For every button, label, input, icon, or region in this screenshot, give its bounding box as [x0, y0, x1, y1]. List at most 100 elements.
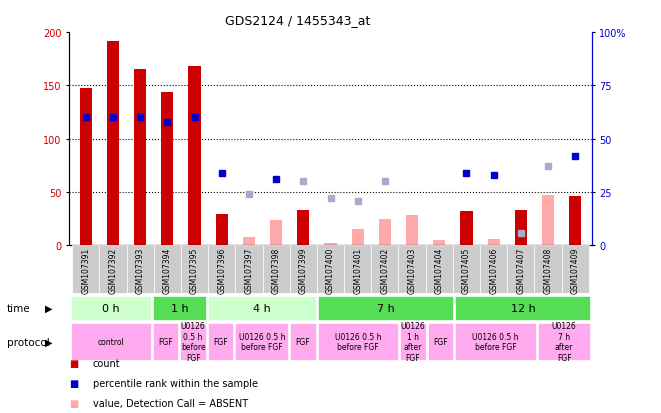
Text: 12 h: 12 h: [510, 303, 535, 313]
Bar: [72, 246, 99, 293]
Bar: [460, 212, 473, 246]
Text: 4 h: 4 h: [253, 303, 270, 313]
Text: GSM107397: GSM107397: [245, 247, 253, 293]
Bar: [542, 196, 554, 246]
Bar: [379, 219, 391, 246]
Text: ■: ■: [69, 398, 79, 408]
Bar: [208, 246, 235, 293]
Bar: [480, 246, 507, 293]
Text: U0126 0.5 h
before FGF: U0126 0.5 h before FGF: [472, 332, 519, 351]
Text: ■: ■: [69, 358, 79, 368]
Text: GSM107404: GSM107404: [435, 247, 444, 293]
Text: FGF: FGF: [433, 337, 447, 346]
Text: GSM107399: GSM107399: [299, 247, 308, 293]
Bar: [134, 70, 146, 246]
Text: GSM107409: GSM107409: [571, 247, 580, 293]
Bar: [406, 216, 418, 246]
Bar: [71, 324, 151, 360]
Text: ■: ■: [69, 378, 79, 388]
Bar: [208, 324, 233, 360]
Text: GSM107402: GSM107402: [380, 247, 389, 293]
Bar: [99, 246, 126, 293]
Bar: [153, 296, 206, 320]
Bar: [426, 246, 453, 293]
Text: GSM107398: GSM107398: [272, 247, 281, 293]
Text: GSM107395: GSM107395: [190, 247, 199, 293]
Bar: [297, 211, 309, 246]
Text: control: control: [97, 337, 124, 346]
Text: U0126 0.5 h
before FGF: U0126 0.5 h before FGF: [334, 332, 381, 351]
Bar: [325, 244, 336, 246]
Bar: [153, 324, 178, 360]
Text: GSM107392: GSM107392: [108, 247, 118, 293]
Bar: [535, 246, 562, 293]
Text: FGF: FGF: [158, 337, 173, 346]
Bar: [507, 246, 535, 293]
Bar: [161, 93, 173, 246]
Bar: [126, 246, 154, 293]
Bar: [352, 230, 364, 246]
Text: GSM107400: GSM107400: [326, 247, 335, 293]
Bar: [515, 211, 527, 246]
Bar: [488, 240, 500, 246]
Text: FGF: FGF: [214, 337, 228, 346]
Text: GSM107391: GSM107391: [81, 247, 90, 293]
Text: U0126
7 h
after
FGF: U0126 7 h after FGF: [552, 322, 576, 362]
Text: GSM107406: GSM107406: [489, 247, 498, 293]
Bar: [399, 246, 426, 293]
Text: U0126
1 h
after
FGF: U0126 1 h after FGF: [401, 322, 425, 362]
Bar: [107, 42, 119, 246]
Bar: [455, 324, 535, 360]
Bar: [317, 246, 344, 293]
Bar: [318, 296, 453, 320]
Text: GSM107403: GSM107403: [408, 247, 416, 293]
Text: count: count: [93, 358, 120, 368]
Text: 7 h: 7 h: [377, 303, 395, 313]
Bar: [401, 324, 426, 360]
Bar: [455, 296, 590, 320]
Bar: [235, 324, 288, 360]
Bar: [262, 246, 290, 293]
Bar: [208, 296, 316, 320]
Bar: [188, 67, 201, 246]
Text: GSM107401: GSM107401: [353, 247, 362, 293]
Bar: [215, 215, 228, 246]
Text: GSM107393: GSM107393: [136, 247, 145, 293]
Bar: [79, 88, 92, 246]
Text: value, Detection Call = ABSENT: value, Detection Call = ABSENT: [93, 398, 248, 408]
Text: ▶: ▶: [45, 303, 52, 313]
Bar: [371, 246, 399, 293]
Text: ▶: ▶: [45, 337, 52, 347]
Bar: [538, 324, 590, 360]
Text: 0 h: 0 h: [102, 303, 120, 313]
Bar: [569, 197, 582, 246]
Text: GSM107405: GSM107405: [462, 247, 471, 293]
Bar: [562, 246, 589, 293]
Bar: [154, 246, 181, 293]
Bar: [235, 246, 262, 293]
Text: protocol: protocol: [7, 337, 50, 347]
Bar: [344, 246, 371, 293]
Text: GSM107407: GSM107407: [516, 247, 525, 293]
Bar: [428, 324, 453, 360]
Text: U0126
0.5 h
before
FGF: U0126 0.5 h before FGF: [180, 322, 206, 362]
Bar: [453, 246, 480, 293]
Text: percentile rank within the sample: percentile rank within the sample: [93, 378, 258, 388]
Bar: [71, 296, 151, 320]
Bar: [180, 324, 206, 360]
Bar: [181, 246, 208, 293]
Bar: [318, 324, 398, 360]
Text: FGF: FGF: [295, 337, 310, 346]
Text: GSM107394: GSM107394: [163, 247, 172, 293]
Text: 1 h: 1 h: [171, 303, 188, 313]
Text: GSM107408: GSM107408: [543, 247, 553, 293]
Bar: [270, 220, 282, 246]
Text: GSM107396: GSM107396: [217, 247, 226, 293]
Text: time: time: [7, 303, 30, 313]
Bar: [433, 240, 446, 246]
Bar: [290, 324, 316, 360]
Bar: [290, 246, 317, 293]
Text: GDS2124 / 1455343_at: GDS2124 / 1455343_at: [225, 14, 370, 27]
Bar: [243, 237, 255, 246]
Text: U0126 0.5 h
before FGF: U0126 0.5 h before FGF: [239, 332, 285, 351]
